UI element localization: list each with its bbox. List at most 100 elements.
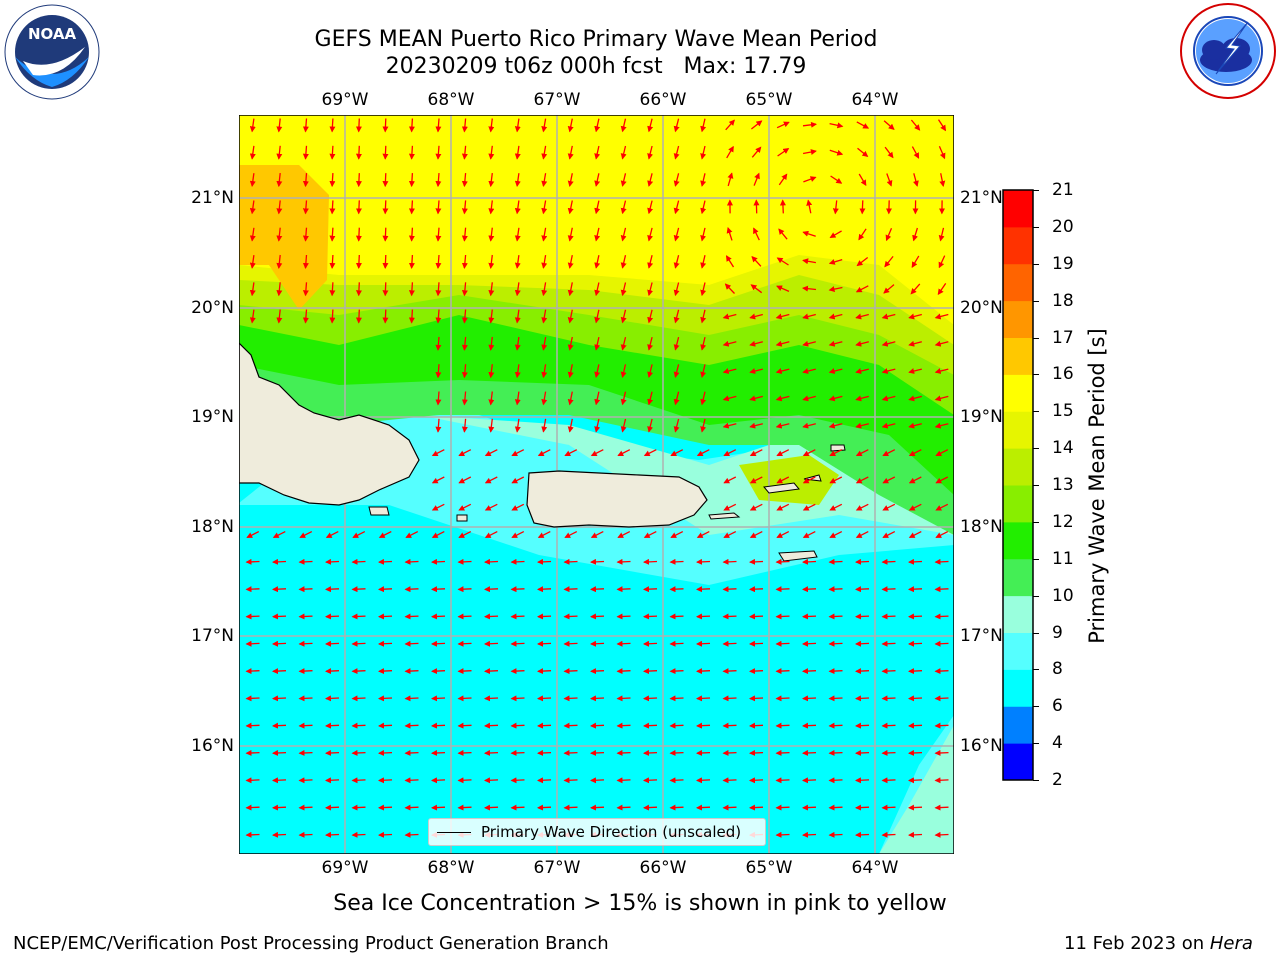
- wave-direction-arrow: [514, 336, 521, 351]
- wave-direction-arrow: [617, 531, 631, 538]
- wave-direction-arrow: [404, 640, 419, 647]
- sea-ice-caption: Sea Ice Concentration > 15% is shown in …: [333, 891, 947, 916]
- wave-direction-arrow: [749, 640, 764, 647]
- wave-direction-arrow: [488, 145, 495, 160]
- wave-direction-arrow: [510, 777, 525, 784]
- wave-direction-arrow: [458, 476, 472, 484]
- wave-direction-arrow: [567, 309, 574, 324]
- wave-direction-arrow: [828, 777, 843, 784]
- wave-direction-arrow: [488, 336, 495, 351]
- colorbar-tick: 16: [1052, 364, 1074, 385]
- wave-direction-arrow: [725, 119, 735, 131]
- colorbar-tick-mark: [1033, 706, 1039, 708]
- wave-direction-arrow: [590, 722, 605, 729]
- wave-direction-arrow: [567, 173, 574, 187]
- wave-direction-arrow: [935, 503, 949, 511]
- wave-direction-arrow: [408, 227, 415, 242]
- wave-direction-arrow: [828, 668, 843, 675]
- wave-direction-arrow: [828, 368, 843, 374]
- wave-direction-arrow: [590, 640, 605, 647]
- wave-direction-arrow: [511, 503, 525, 511]
- wave-direction-arrow: [696, 749, 711, 756]
- wave-direction-arrow: [563, 777, 578, 784]
- wave-direction-arrow: [563, 640, 578, 647]
- wave-direction-arrow: [541, 309, 548, 324]
- wave-direction-arrow: [881, 368, 896, 374]
- lat-tick-right: 20°N: [960, 298, 1003, 318]
- wave-direction-arrow: [510, 558, 525, 565]
- colorbar-segment: [1003, 669, 1033, 707]
- wave-direction-arrow: [881, 749, 896, 756]
- wave-direction-arrow: [802, 613, 817, 620]
- colorbar-tick: 10: [1052, 585, 1074, 606]
- colorbar-tick: 6: [1052, 696, 1063, 717]
- wave-direction-arrow: [749, 476, 763, 484]
- wave-direction-arrow: [775, 640, 790, 647]
- wave-direction-arrow: [378, 777, 393, 784]
- wave-direction-arrow: [696, 613, 711, 620]
- wave-direction-arrow: [616, 695, 631, 702]
- wave-direction-arrow: [594, 391, 601, 406]
- wave-direction-arrow: [700, 200, 707, 215]
- wave-direction-arrow: [563, 749, 578, 756]
- wave-direction-arrow: [408, 200, 415, 215]
- lon-tick-top: 66°W: [639, 90, 687, 110]
- wave-direction-arrow: [514, 200, 521, 215]
- wave-direction-arrow: [673, 227, 680, 242]
- wave-direction-arrow: [563, 695, 578, 702]
- wave-direction-arrow: [298, 804, 313, 811]
- wave-direction-arrow: [484, 640, 499, 647]
- wave-direction-arrow: [541, 227, 548, 242]
- wave-direction-arrow: [276, 145, 283, 160]
- wave-direction-arrow: [594, 118, 601, 133]
- wave-direction-arrow: [673, 364, 680, 378]
- wave-direction-arrow: [484, 722, 499, 729]
- wave-direction-arrow: [908, 613, 923, 620]
- wave-direction-arrow: [325, 668, 340, 675]
- wave-direction-arrow: [776, 285, 790, 292]
- wave-direction-arrow: [670, 449, 684, 457]
- wave-direction-arrow: [249, 118, 256, 133]
- wave-direction-arrow: [249, 227, 256, 242]
- wave-direction-arrow: [753, 172, 760, 186]
- wave-direction-arrow: [620, 336, 627, 351]
- wave-direction-arrow: [700, 309, 707, 324]
- wave-direction-arrow: [355, 254, 362, 269]
- wave-direction-arrow: [855, 531, 869, 538]
- wave-direction-arrow: [934, 749, 949, 756]
- wave-direction-arrow: [828, 340, 843, 347]
- wave-direction-arrow: [673, 282, 680, 297]
- wave-direction-arrow: [775, 749, 790, 756]
- wave-direction-arrow: [351, 613, 366, 620]
- wave-direction-arrow: [510, 804, 525, 811]
- wave-direction-arrow: [673, 173, 680, 187]
- wave-direction-arrow: [325, 531, 339, 538]
- wave-direction-arrow: [855, 340, 869, 347]
- wave-direction-arrow: [647, 391, 654, 406]
- wave-direction-arrow: [908, 340, 922, 347]
- lon-tick-bottom: 69°W: [321, 858, 369, 878]
- wave-direction-arrow: [329, 254, 336, 269]
- wave-direction-arrow: [431, 640, 446, 647]
- wave-direction-arrow: [488, 418, 495, 433]
- wave-direction-arrow: [912, 227, 919, 242]
- wave-direction-arrow: [298, 613, 313, 620]
- wave-period-map: [239, 115, 954, 854]
- wave-direction-arrow: [272, 640, 287, 647]
- lat-tick-left: 21°N: [191, 188, 234, 208]
- wave-direction-arrow: [510, 695, 525, 702]
- wave-direction-arrow: [620, 309, 627, 324]
- wave-direction-arrow: [643, 531, 657, 538]
- wave-direction-arrow: [435, 309, 442, 324]
- wave-direction-arrow: [855, 640, 870, 647]
- wave-direction-arrow: [855, 668, 870, 675]
- wave-direction-arrow: [378, 558, 393, 565]
- wave-direction-arrow: [457, 695, 472, 702]
- wave-direction-arrow: [431, 749, 446, 756]
- wave-direction-arrow: [696, 668, 711, 675]
- wave-direction-arrow: [457, 558, 472, 565]
- wave-direction-arrow: [775, 613, 790, 620]
- wave-direction-arrow: [249, 282, 256, 297]
- wave-direction-arrow: [461, 391, 468, 406]
- colorbar-segment: [1003, 190, 1033, 228]
